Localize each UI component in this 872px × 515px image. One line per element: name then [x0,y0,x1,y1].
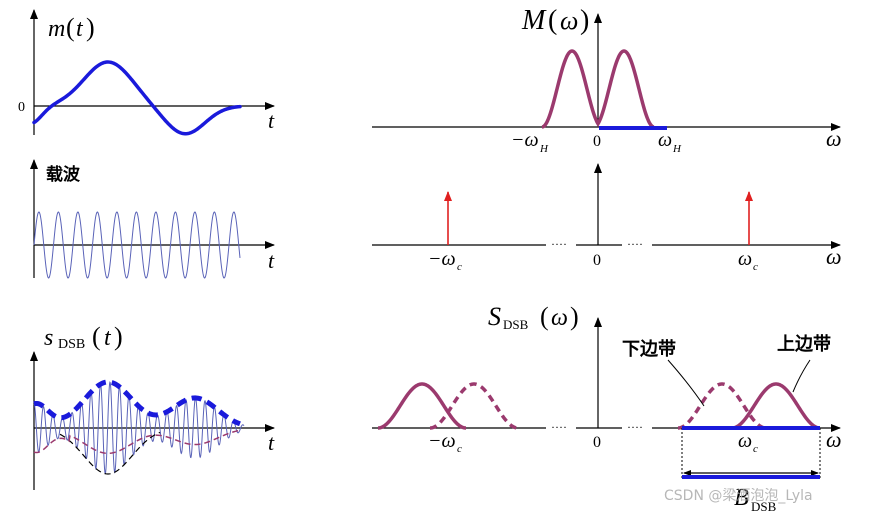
message-waveform [32,60,242,136]
mspec-title-fn: M [521,5,547,36]
lower-sideband-label: 下边带 [622,339,676,360]
sspec-title-arg: ω [551,305,568,331]
sspec-pos-label: ω [738,430,752,452]
mspec-pos-sub: H [672,143,682,155]
cspec-omega-axis-label: ω [826,244,842,269]
neg-lower-sideband-dashed [429,382,519,430]
message-title-fn: m [48,16,65,42]
sspec-neg-label: −ω [428,430,456,452]
upper-sideband-leader [792,359,811,393]
message-title-rparen: ) [86,13,95,42]
lower-sideband-leader [667,359,705,407]
bandwidth-label: B [734,485,749,511]
dsb-t-label: t [268,430,275,455]
message-spectrum-curve [541,49,655,129]
carrier-spectrum-panel: ···· ···· −ω c 0 ω c ω [372,163,842,273]
cspec-zero: 0 [593,252,601,269]
message-title-arg: t [76,16,84,42]
cspec-pos-label: ω [738,248,752,270]
sspec-title-lparen: ( [540,302,549,331]
neg-upper-sideband-solid [377,382,467,430]
negative-envelope-dashed [59,431,161,475]
sspec-neg-sub: c [457,443,462,455]
dsb-signal-panel: s DSB ( t ) t [30,322,275,490]
positive-envelope-dashed [33,379,241,427]
mspec-omega-axis-label: ω [826,126,842,151]
dsb-title-rparen: ) [114,322,123,351]
dsb-title-fn: s [44,325,53,351]
sspec-dots-right: ···· [627,420,643,434]
message-signal-panel: m ( t ) 0 t [18,9,275,136]
mspec-pos-label: ω [658,129,672,151]
pos-upper-sideband-solid [731,382,821,430]
carrier-title: 载波 [46,164,81,185]
mspec-title-arg: ω [560,6,578,35]
dsb-title-arg: t [104,325,112,351]
mspec-title-rparen: ) [580,5,589,36]
watermark: CSDN @梁酒泡泡_Lyla [664,488,813,504]
sspec-pos-sub: c [753,443,758,455]
message-t-label: t [268,108,275,133]
cspec-neg-sub: c [457,261,462,273]
message-spectrum-panel: M ( ω ) −ω H 0 ω H ω [372,5,842,155]
dsb-title-sub: DSB [58,337,85,352]
dsb-spectrum-panel: ···· ···· 下边带 上边带 S DSB ( ω ) −ω c 0 ω c… [372,302,842,514]
pos-lower-sideband-dashed [677,382,767,430]
upper-sideband-label: 上边带 [777,334,831,355]
sspec-title-rparen: ) [570,302,579,331]
message-zero-label: 0 [18,100,25,115]
cspec-dots-left: ···· [551,237,567,251]
mspec-neg-sub: H [539,143,549,155]
sspec-zero: 0 [593,434,601,451]
mspec-zero: 0 [593,133,601,150]
mspec-title-lparen: ( [548,5,557,36]
sspec-omega-axis-label: ω [826,427,842,452]
cspec-pos-sub: c [753,261,758,273]
carrier-waveform [33,211,241,279]
sspec-dots-left: ···· [551,420,567,434]
cspec-neg-label: −ω [428,248,456,270]
sspec-title-sub: DSB [503,317,529,332]
sspec-title-fn: S [488,302,501,331]
carrier-t-label: t [268,248,275,273]
cspec-dots-right: ···· [627,237,643,251]
bandwidth-sub: DSB [751,499,777,514]
dsb-title-lparen: ( [92,322,101,351]
mspec-neg-label: −ω [511,129,539,151]
carrier-panel: 载波 t [30,159,275,279]
mirrored-envelope-purple [33,429,241,455]
message-title-lparen: ( [66,13,75,42]
